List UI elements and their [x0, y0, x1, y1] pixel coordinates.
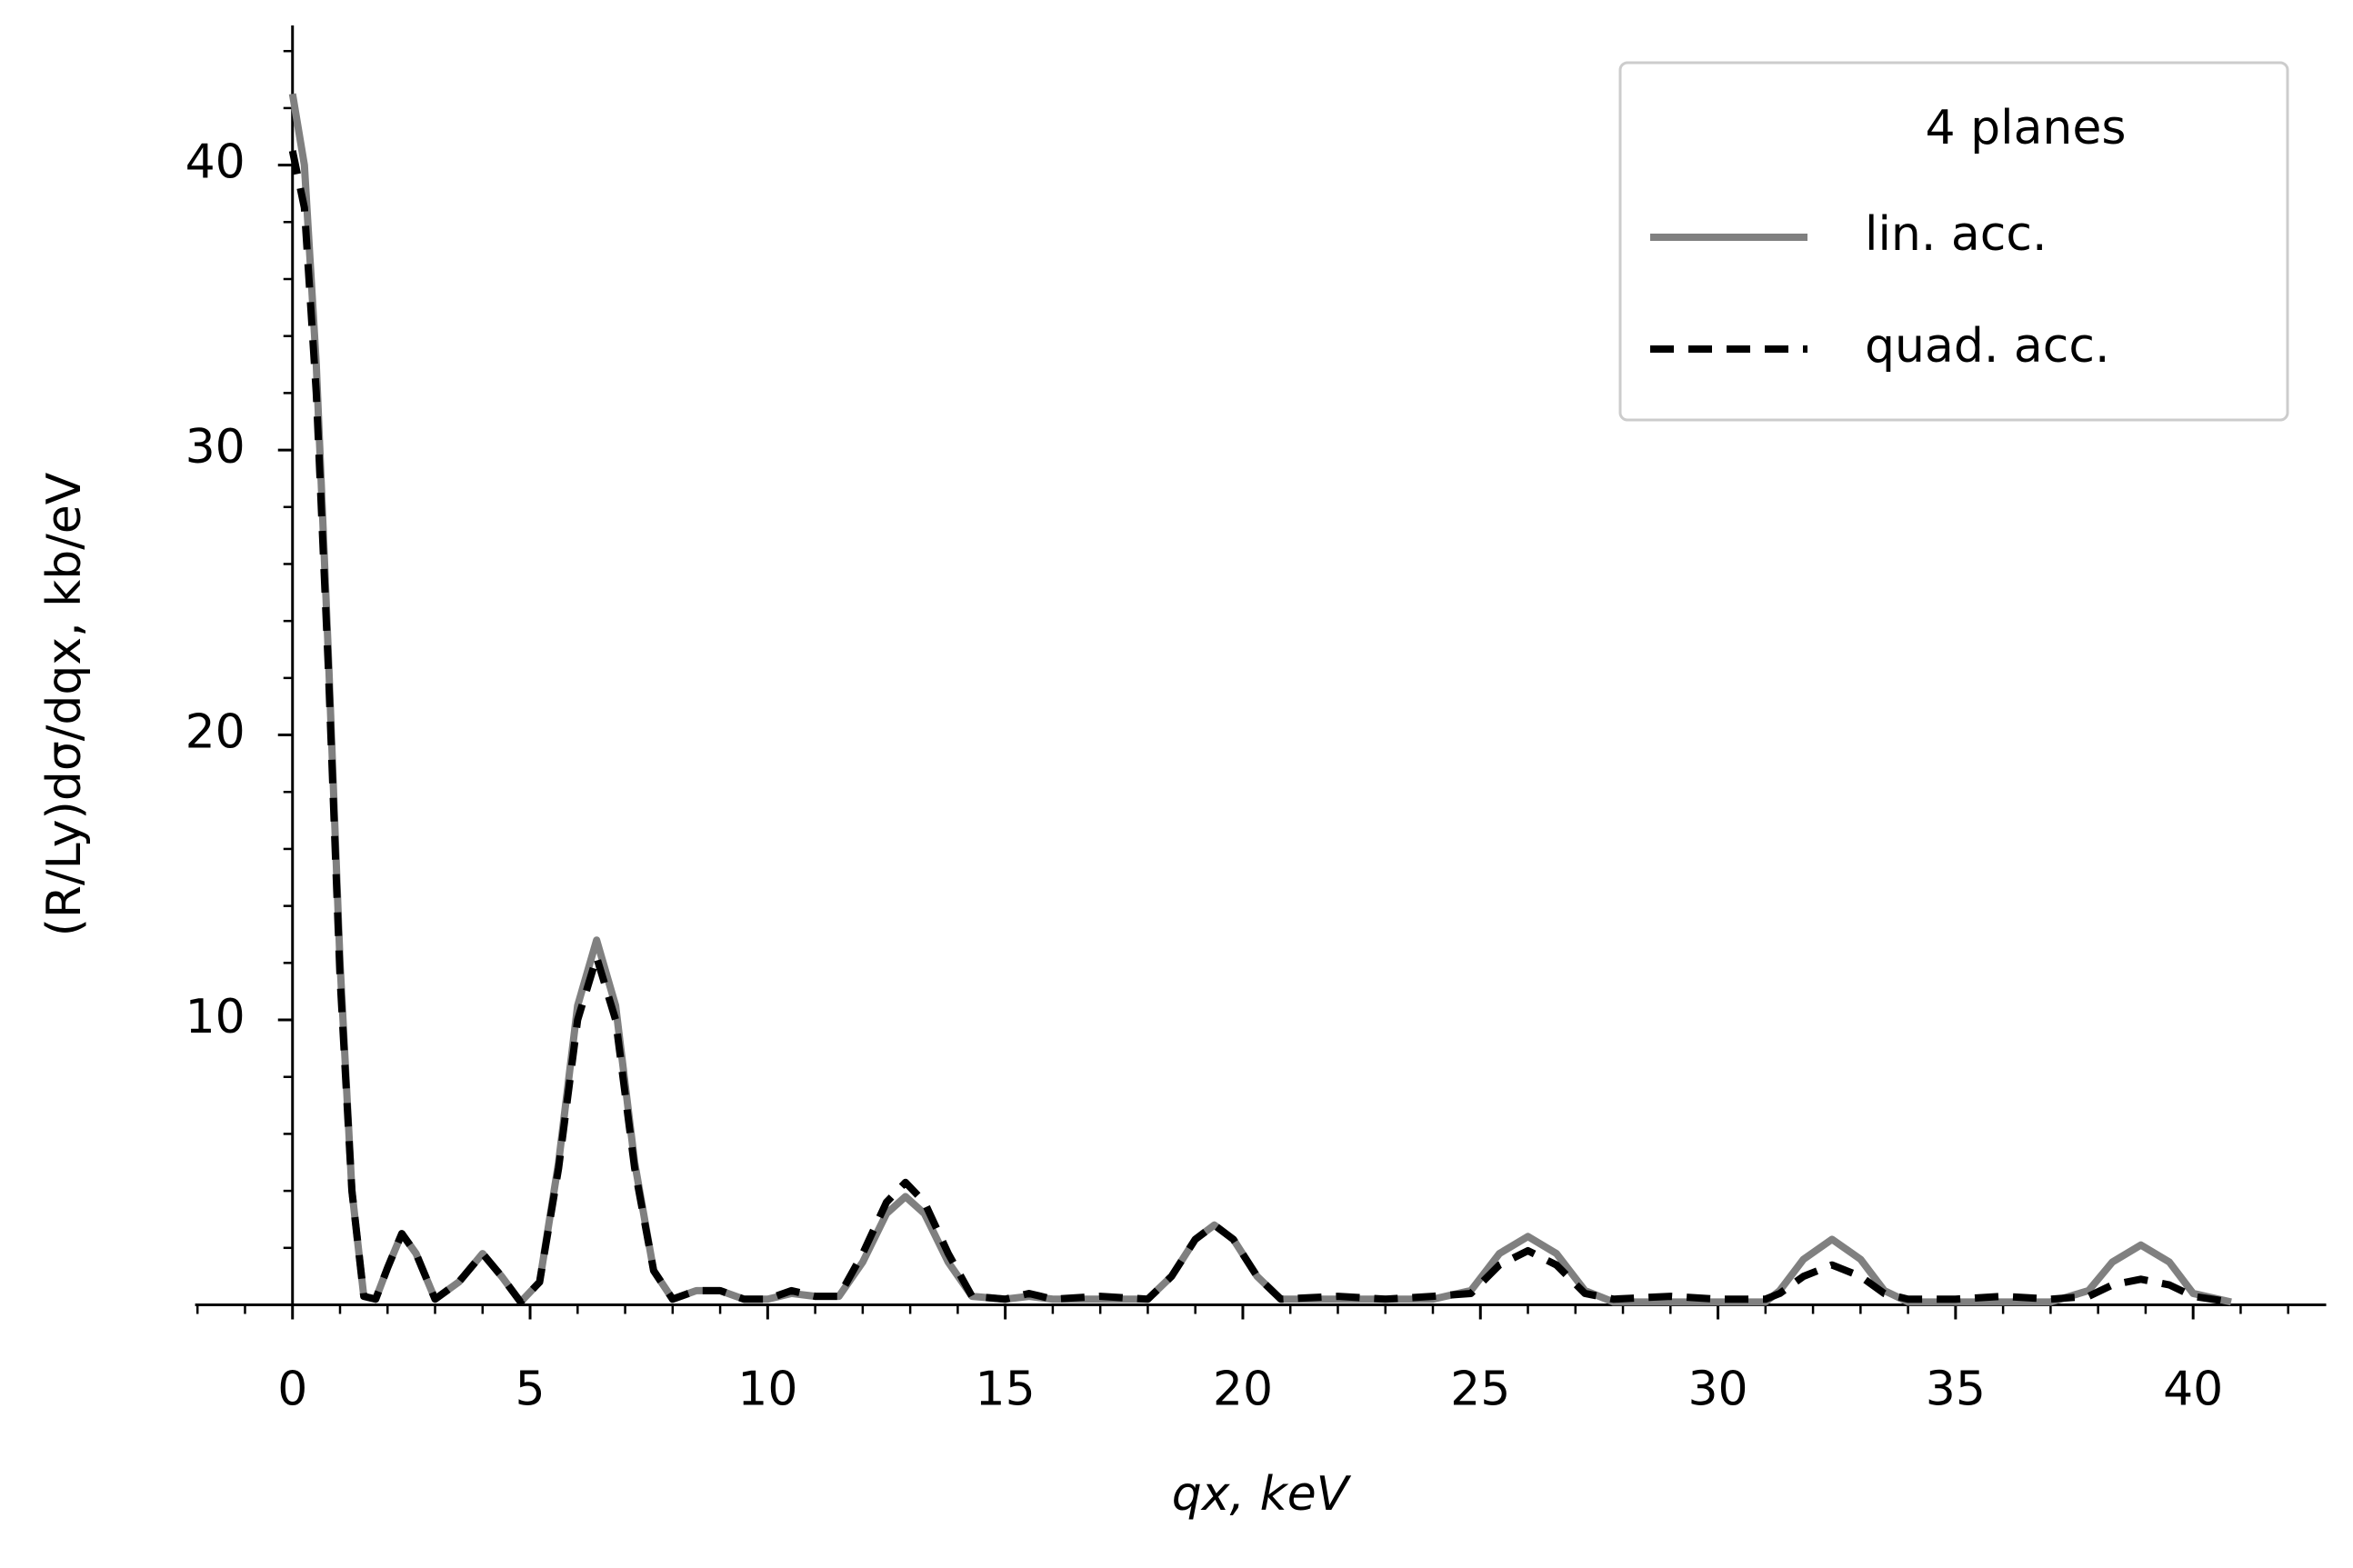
x-tick-label: 5 [515, 1363, 545, 1417]
x-tick-label: 0 [277, 1363, 307, 1417]
y-tick-label: 10 [185, 990, 245, 1044]
x-tick-label: 25 [1450, 1363, 1510, 1417]
x-axis-label: qx, keV [1172, 1467, 1352, 1522]
x-tick-label: 15 [976, 1363, 1036, 1417]
legend-title: 4 planes [1926, 101, 2127, 155]
x-tick-label: 40 [2163, 1363, 2223, 1417]
y-tick-label: 20 [185, 705, 245, 760]
y-axis-label: (R/Ly)dσ/dqx, kb/eV [37, 472, 92, 936]
legend-box [1618, 61, 2289, 422]
x-tick-label: 10 [737, 1363, 797, 1417]
x-tick-label: 30 [1687, 1363, 1747, 1417]
y-tick-label: 40 [185, 135, 245, 190]
legend-label: quad. acc. [1865, 319, 2109, 374]
x-tick-label: 35 [1926, 1363, 1986, 1417]
data-line [288, 150, 2232, 1306]
legend-label: lin. acc. [1865, 207, 2047, 262]
x-tick-label: 20 [1213, 1363, 1273, 1417]
y-tick-label: 30 [185, 420, 245, 474]
